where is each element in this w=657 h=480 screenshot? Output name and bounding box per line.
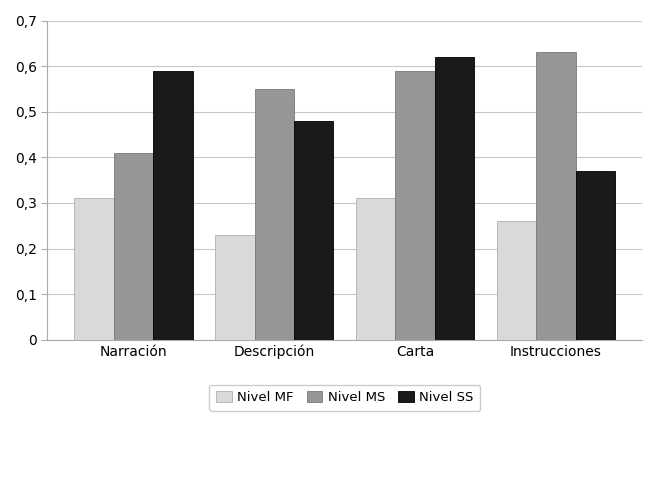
Bar (396, 71, 435, 340)
Bar (576, 171, 615, 340)
Bar (536, 52, 576, 340)
Bar (435, 57, 474, 340)
Bar (497, 221, 536, 340)
Bar (356, 198, 396, 340)
Bar (294, 121, 334, 340)
Bar (153, 71, 193, 340)
Bar (255, 89, 294, 340)
Bar (215, 235, 255, 340)
Bar (114, 153, 153, 340)
Legend: Nivel MF, Nivel MS, Nivel SS: Nivel MF, Nivel MS, Nivel SS (209, 385, 480, 411)
Bar (74, 198, 114, 340)
